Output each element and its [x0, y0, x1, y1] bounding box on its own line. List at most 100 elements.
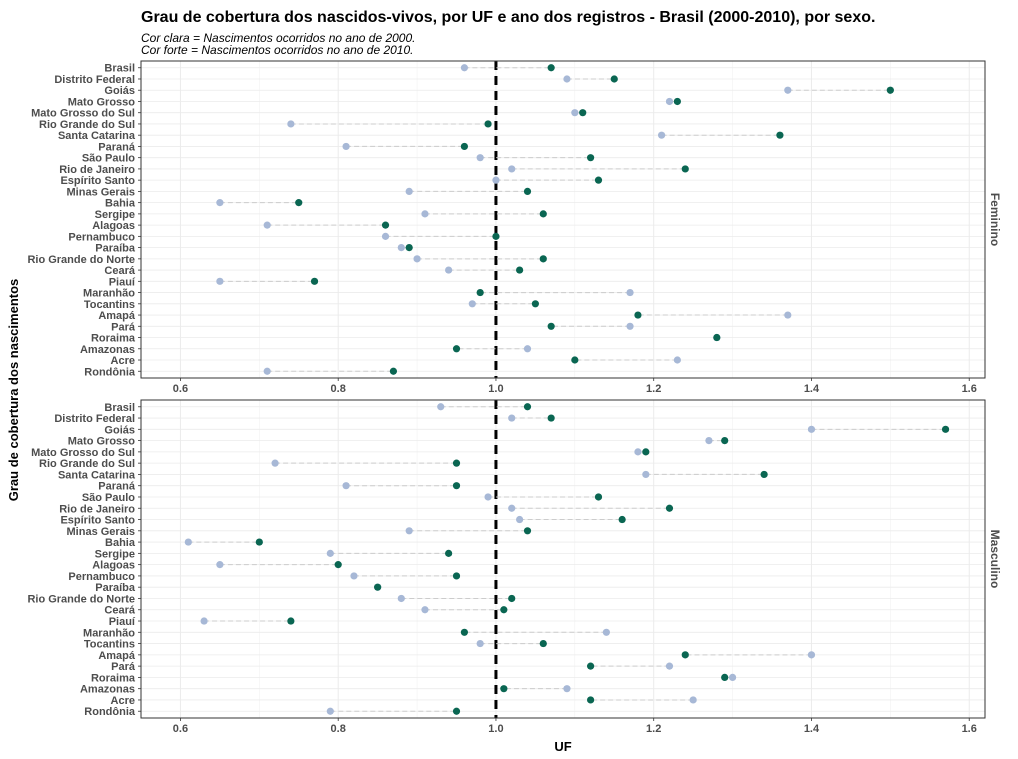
point-2010 — [452, 707, 461, 715]
point-2010 — [610, 75, 618, 83]
point-2000 — [216, 561, 224, 569]
point-2010 — [681, 651, 689, 659]
y-tick-label: Paraíba — [95, 582, 136, 594]
point-2000 — [508, 165, 516, 173]
y-tick-label: Pará — [111, 661, 136, 673]
y-axis-title: Grau de cobertura dos nascimentos — [6, 279, 21, 502]
point-2010 — [547, 64, 555, 72]
point-2010 — [523, 187, 532, 195]
point-2010 — [594, 176, 603, 184]
y-tick-label: Amapá — [98, 310, 136, 322]
point-2010 — [531, 300, 539, 308]
point-2010 — [476, 288, 484, 297]
point-2000 — [342, 142, 350, 151]
y-tick-label: Tocantins — [84, 299, 135, 311]
y-tick-label: Sergipe — [95, 548, 135, 560]
point-2000 — [381, 232, 390, 240]
y-tick-label: Amazonas — [80, 344, 135, 356]
y-tick-label: Brasil — [104, 402, 135, 414]
point-2010 — [500, 606, 508, 614]
point-2010 — [547, 322, 555, 330]
point-2010 — [587, 154, 595, 162]
point-2010 — [618, 515, 626, 524]
point-2010 — [492, 232, 500, 240]
point-2000 — [807, 425, 816, 433]
point-2000 — [468, 300, 476, 308]
y-tick-label: Brasil — [104, 63, 135, 75]
point-2010 — [445, 549, 453, 557]
strip-label: Feminino — [988, 193, 1002, 246]
point-2010 — [547, 414, 555, 422]
point-2000 — [397, 594, 405, 603]
point-2010 — [255, 538, 263, 546]
point-2010 — [673, 97, 681, 106]
panel-background — [141, 400, 985, 718]
y-tick-label: Ceará — [104, 265, 135, 277]
point-2010 — [634, 311, 642, 319]
point-2010 — [571, 356, 579, 364]
point-2000 — [665, 97, 674, 106]
y-tick-label: Mato Grosso — [68, 96, 136, 108]
point-2010 — [721, 436, 729, 445]
y-tick-label: Mato Grosso do Sul — [31, 447, 135, 459]
point-2000 — [665, 662, 674, 670]
y-tick-label: Distrito Federal — [54, 413, 135, 425]
point-2010 — [587, 662, 595, 670]
point-2010 — [539, 210, 547, 218]
point-2010 — [452, 459, 461, 467]
point-2000 — [492, 176, 500, 184]
y-tick-label: Rio Grande do Sul — [39, 119, 135, 131]
point-2000 — [342, 482, 350, 490]
point-2010 — [310, 277, 319, 285]
y-tick-label: Minas Gerais — [67, 186, 135, 198]
point-2000 — [397, 244, 405, 252]
point-2000 — [476, 639, 484, 648]
x-tick-label: 1.2 — [646, 383, 661, 395]
point-2000 — [271, 459, 279, 467]
point-2000 — [602, 628, 610, 636]
point-2000 — [784, 311, 792, 319]
point-2000 — [484, 493, 492, 501]
point-2000 — [689, 696, 697, 704]
x-tick-label: 0.6 — [173, 723, 188, 735]
point-2010 — [508, 594, 516, 603]
point-2000 — [508, 414, 516, 422]
strip-label: Masculino — [988, 530, 1002, 589]
point-2010 — [721, 673, 729, 682]
point-2000 — [563, 75, 571, 83]
y-tick-label: Rondônia — [84, 366, 136, 378]
x-tick-label: 0.8 — [331, 383, 346, 395]
point-2000 — [516, 515, 524, 524]
y-tick-label: Roraima — [91, 333, 136, 345]
point-2000 — [563, 685, 571, 693]
x-tick-label: 1.6 — [962, 383, 977, 395]
point-2010 — [500, 685, 508, 693]
x-tick-label: 0.8 — [331, 723, 346, 735]
y-tick-label: Goiás — [104, 85, 135, 97]
point-2000 — [184, 538, 192, 546]
y-tick-label: Tocantins — [84, 639, 135, 651]
y-tick-label: Maranhão — [83, 288, 135, 300]
point-2000 — [263, 367, 271, 375]
point-2010 — [287, 617, 295, 625]
y-tick-label: Mato Grosso — [68, 436, 136, 448]
point-2010 — [579, 109, 587, 117]
point-2010 — [886, 86, 894, 94]
panel-border — [140, 399, 986, 719]
y-tick-label: Goiás — [104, 424, 135, 436]
y-tick-label: Bahia — [105, 537, 136, 549]
y-tick-label: São Paulo — [82, 153, 135, 165]
point-2010 — [681, 165, 689, 173]
point-2010 — [665, 504, 674, 512]
y-tick-label: Paraíba — [95, 243, 136, 255]
point-2010 — [484, 120, 492, 128]
point-2000 — [263, 221, 271, 229]
point-2010 — [452, 482, 461, 490]
point-2000 — [421, 606, 429, 614]
y-tick-label: Rio de Janeiro — [59, 503, 135, 515]
y-tick-label: São Paulo — [82, 492, 135, 504]
point-2010 — [334, 561, 342, 569]
